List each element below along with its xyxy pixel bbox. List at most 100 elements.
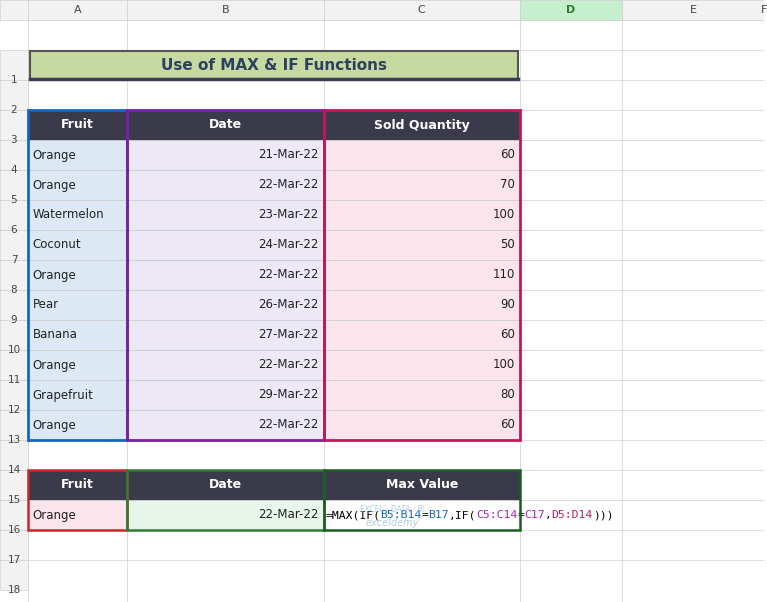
Text: 26-Mar-22: 26-Mar-22 — [258, 299, 318, 311]
Text: ))): ))) — [593, 510, 614, 520]
Bar — [127, 260, 324, 290]
Text: 4: 4 — [11, 165, 17, 175]
Bar — [0, 0, 28, 20]
Text: 18: 18 — [8, 585, 21, 595]
Bar — [28, 380, 127, 410]
Text: 6: 6 — [11, 225, 17, 235]
Text: 22-Mar-22: 22-Mar-22 — [258, 418, 318, 432]
Text: 16: 16 — [8, 525, 21, 535]
Bar — [127, 470, 324, 500]
Text: 29-Mar-22: 29-Mar-22 — [258, 388, 318, 402]
Bar — [28, 410, 127, 440]
Bar — [0, 200, 28, 230]
Text: 21-Mar-22: 21-Mar-22 — [258, 149, 318, 161]
Text: B: B — [222, 5, 229, 15]
Bar — [0, 470, 28, 500]
Bar — [324, 110, 520, 140]
Text: 17: 17 — [8, 555, 21, 565]
Bar — [0, 170, 28, 200]
Text: 60: 60 — [500, 329, 515, 341]
Text: 15: 15 — [8, 495, 21, 505]
Bar — [324, 230, 520, 260]
Text: 22-Mar-22: 22-Mar-22 — [258, 179, 318, 191]
Text: ,: , — [545, 510, 551, 520]
Text: 14: 14 — [8, 465, 21, 475]
Text: 60: 60 — [500, 149, 515, 161]
Bar — [127, 350, 324, 380]
Text: Max Value: Max Value — [386, 479, 458, 491]
Text: B17: B17 — [428, 510, 449, 520]
Text: 70: 70 — [500, 179, 515, 191]
Bar — [28, 470, 127, 500]
Text: Sold Quantity: Sold Quantity — [374, 119, 469, 131]
Bar — [28, 290, 127, 320]
Text: D: D — [567, 5, 576, 15]
Bar — [0, 500, 28, 530]
Bar — [0, 440, 28, 470]
Text: Grapefruit: Grapefruit — [33, 388, 94, 402]
Bar — [324, 260, 520, 290]
Bar — [28, 170, 127, 200]
Bar — [324, 0, 520, 20]
Bar — [30, 51, 518, 79]
Bar — [127, 230, 324, 260]
Text: C: C — [418, 5, 426, 15]
Text: =: = — [517, 510, 524, 520]
Bar — [28, 140, 127, 170]
Bar — [324, 290, 520, 320]
Text: 8: 8 — [11, 285, 17, 295]
Bar — [127, 500, 324, 530]
Bar — [324, 320, 520, 350]
Text: Pear: Pear — [33, 299, 59, 311]
Bar — [324, 110, 520, 440]
Bar — [28, 500, 127, 530]
Text: Fruit: Fruit — [61, 479, 94, 491]
Bar — [324, 470, 520, 530]
Bar — [28, 470, 127, 530]
Text: 50: 50 — [500, 238, 515, 252]
Text: E: E — [690, 5, 696, 15]
Bar — [0, 560, 28, 590]
Text: 80: 80 — [500, 388, 515, 402]
Bar — [28, 350, 127, 380]
Text: 22-Mar-22: 22-Mar-22 — [258, 268, 318, 282]
Bar — [28, 320, 127, 350]
Text: Orange: Orange — [33, 149, 77, 161]
Text: Orange: Orange — [33, 268, 77, 282]
Bar — [0, 0, 764, 20]
Bar — [0, 140, 28, 170]
Text: Fruit: Fruit — [61, 119, 94, 131]
Bar — [0, 110, 28, 140]
Text: 110: 110 — [492, 268, 515, 282]
Text: 5: 5 — [11, 195, 17, 205]
Bar — [0, 350, 28, 380]
Bar — [127, 380, 324, 410]
Bar — [28, 0, 127, 20]
Text: Orange: Orange — [33, 418, 77, 432]
Text: 7: 7 — [11, 255, 17, 265]
Bar — [127, 410, 324, 440]
Text: 90: 90 — [500, 299, 515, 311]
Text: 100: 100 — [492, 208, 515, 222]
Text: 60: 60 — [500, 418, 515, 432]
Text: exceldemy: exceldemy — [366, 518, 419, 528]
Bar — [622, 0, 764, 20]
Text: C5:C14: C5:C14 — [476, 510, 518, 520]
Text: =MAX(IF(: =MAX(IF( — [326, 510, 380, 520]
Bar — [28, 260, 127, 290]
Bar — [127, 470, 324, 530]
Bar — [127, 170, 324, 200]
Bar — [0, 410, 28, 440]
Text: EXCEL · DATA · BI: EXCEL · DATA · BI — [360, 506, 425, 515]
Text: 1: 1 — [11, 75, 17, 85]
Bar — [127, 110, 324, 440]
Text: A: A — [74, 5, 81, 15]
Bar — [127, 110, 324, 140]
Text: Banana: Banana — [33, 329, 77, 341]
Text: Orange: Orange — [33, 509, 77, 521]
Bar — [0, 530, 28, 560]
Bar — [0, 80, 28, 110]
Text: Date: Date — [209, 479, 242, 491]
Text: 22-Mar-22: 22-Mar-22 — [258, 509, 318, 521]
Bar — [28, 110, 127, 440]
